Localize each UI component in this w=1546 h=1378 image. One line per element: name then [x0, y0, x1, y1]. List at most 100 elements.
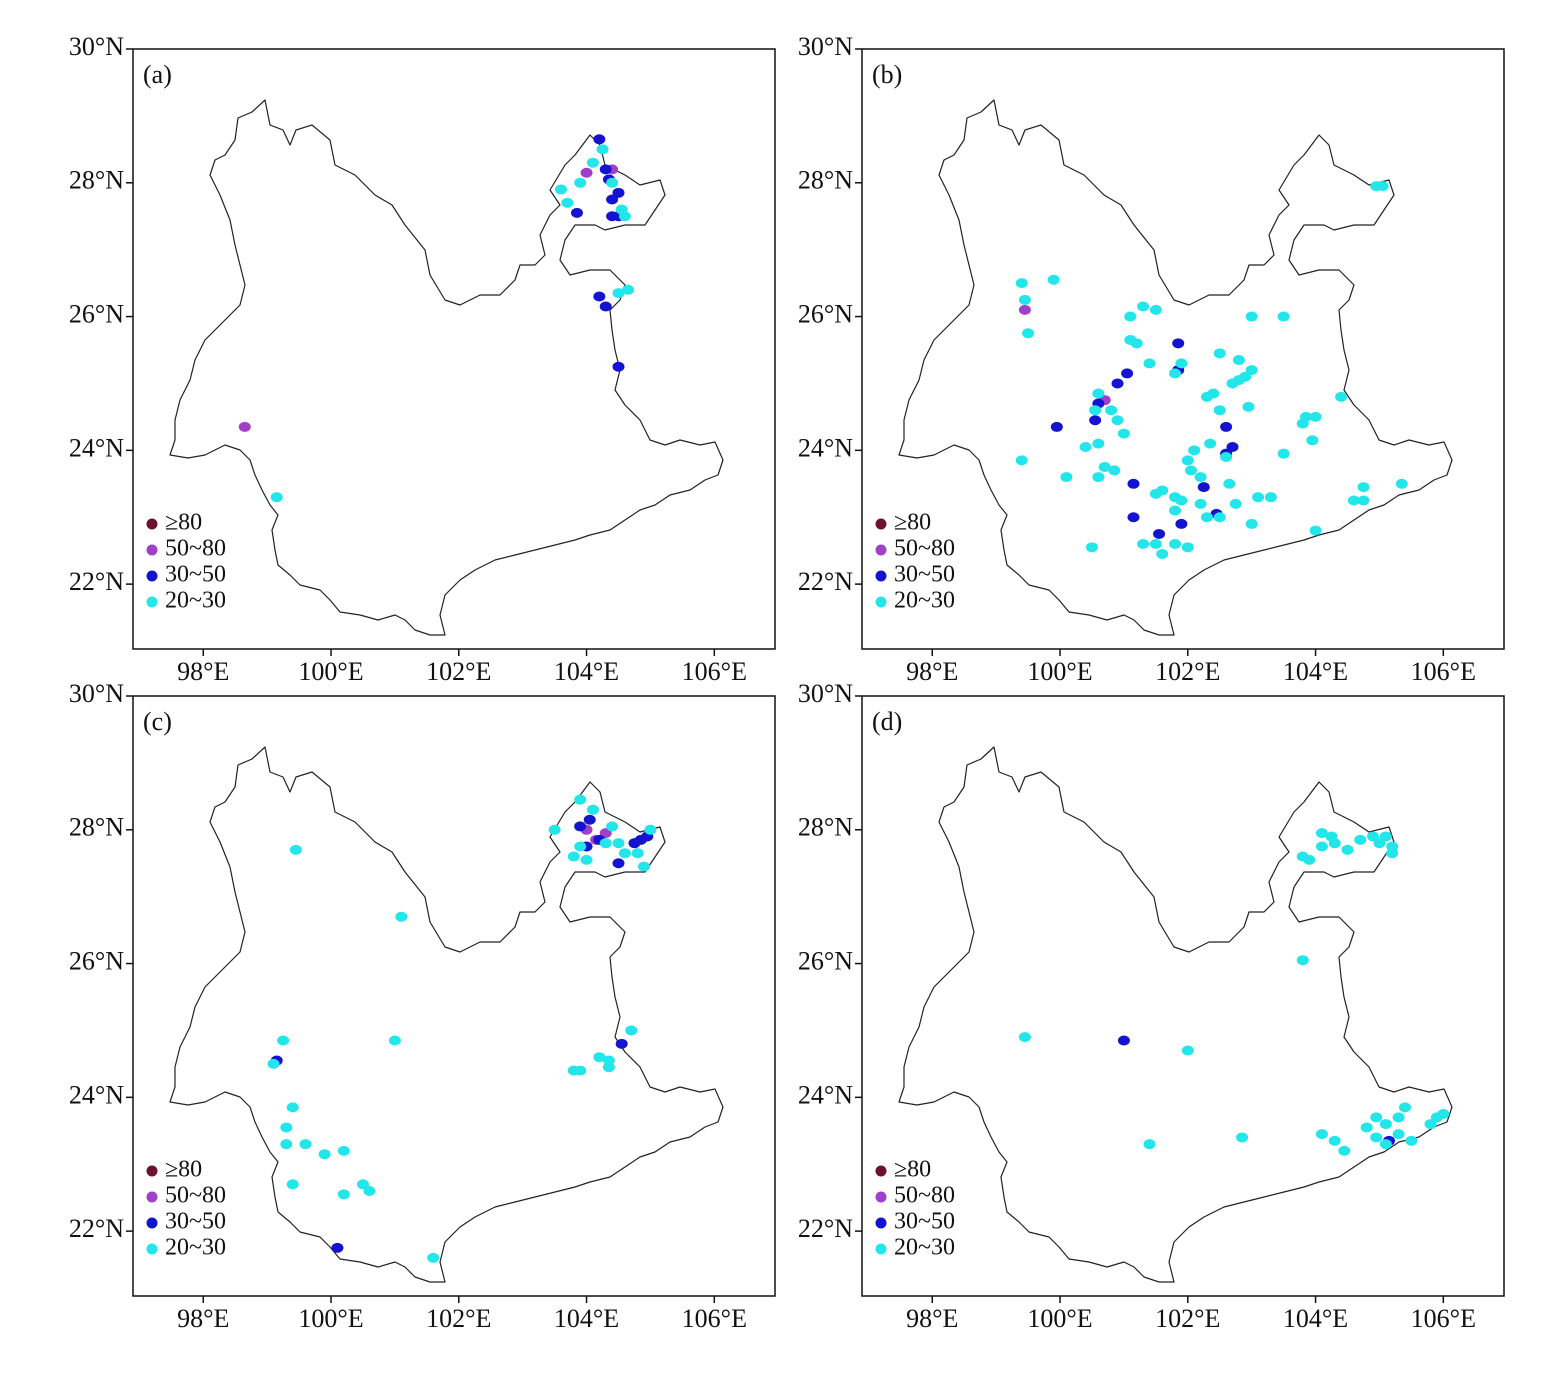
station-point — [1169, 538, 1182, 549]
y-tick-label: 22°N — [798, 567, 853, 596]
station-point — [1060, 472, 1073, 483]
legend-swatch — [875, 544, 887, 556]
station-point — [574, 841, 587, 852]
station-point — [612, 187, 625, 198]
station-point — [1252, 492, 1265, 503]
station-point — [606, 177, 619, 188]
station-point — [1354, 834, 1367, 845]
legend-swatch — [146, 1191, 158, 1203]
legend-swatch — [875, 1217, 887, 1229]
station-point — [1223, 478, 1236, 489]
station-point — [1338, 1145, 1351, 1156]
panel-label: (a) — [143, 60, 172, 89]
province-outline — [169, 99, 724, 636]
station-point — [593, 291, 606, 302]
y-tick-label: 26°N — [69, 300, 124, 329]
station-point — [1175, 518, 1188, 529]
station-point — [599, 301, 612, 312]
y-tick-label: 26°N — [69, 947, 124, 976]
station-point — [1315, 841, 1328, 852]
station-point — [1379, 1119, 1392, 1130]
station-point — [1299, 411, 1312, 422]
station-point — [612, 361, 625, 372]
province-outline — [169, 746, 724, 1283]
station-point — [1181, 542, 1194, 553]
station-point — [1242, 401, 1255, 412]
station-point — [622, 284, 635, 295]
station-point — [1117, 1035, 1130, 1046]
station-point — [1367, 831, 1380, 842]
map-panel: 98°E 100°E 102°E 104°E 106°E 22°N 24°N 26°N 28°N… — [798, 679, 1505, 1333]
station-point — [1309, 411, 1322, 422]
y-tick-label: 22°N — [798, 1214, 853, 1243]
legend-swatch — [146, 544, 158, 556]
station-point — [1347, 495, 1360, 506]
y-tick-label: 28°N — [69, 813, 124, 842]
legend-label: 30~50 — [894, 1209, 955, 1235]
station-point — [612, 838, 625, 849]
station-point — [1360, 1122, 1373, 1133]
station-point — [1392, 1112, 1405, 1123]
station-point — [1232, 355, 1245, 366]
station-point — [280, 1122, 293, 1133]
x-tick-label: 104°E — [1283, 657, 1348, 686]
station-point — [1220, 452, 1233, 463]
legend-label: 50~80 — [894, 536, 955, 562]
x-tick-label: 106°E — [682, 1304, 747, 1333]
station-point — [1156, 485, 1169, 496]
station-point — [580, 854, 593, 865]
station-point — [1022, 328, 1035, 339]
x-tick-label: 102°E — [1155, 1304, 1220, 1333]
station-point — [574, 1065, 587, 1076]
station-point — [299, 1139, 312, 1150]
station-point — [1200, 512, 1213, 523]
station-point — [1213, 348, 1226, 359]
station-point — [1184, 465, 1197, 476]
legend-swatch — [146, 1165, 158, 1177]
legend-swatch — [875, 1243, 887, 1255]
station-point — [356, 1179, 369, 1190]
station-point — [1309, 525, 1322, 536]
station-point — [628, 838, 641, 849]
station-point — [586, 157, 599, 168]
station-point — [1018, 294, 1031, 305]
station-point — [1437, 1109, 1450, 1120]
plot-frame — [861, 695, 1505, 1297]
legend-swatch — [875, 1165, 887, 1177]
station-point — [277, 1035, 290, 1046]
station-point — [318, 1149, 331, 1160]
station-point — [1111, 415, 1124, 426]
legend-swatch — [146, 1243, 158, 1255]
station-point — [612, 858, 625, 869]
station-point — [583, 814, 596, 825]
station-point — [1143, 358, 1156, 369]
station-point — [1315, 828, 1328, 839]
station-point — [1047, 274, 1060, 285]
station-point — [270, 492, 283, 503]
legend-swatch — [146, 518, 158, 530]
station-point — [1156, 549, 1169, 560]
station-point — [286, 1102, 299, 1113]
y-tick-label: 28°N — [798, 166, 853, 195]
station-point — [1175, 495, 1188, 506]
station-point — [1277, 311, 1290, 322]
plot-frame — [861, 48, 1505, 650]
x-tick-label: 100°E — [1027, 657, 1092, 686]
station-point — [1357, 482, 1370, 493]
station-point — [363, 1185, 376, 1196]
station-point — [1181, 1045, 1194, 1056]
station-point — [1181, 455, 1194, 466]
x-tick-label: 104°E — [554, 1304, 619, 1333]
y-tick-label: 30°N — [69, 679, 124, 708]
station-point — [567, 851, 580, 862]
y-tick-label: 24°N — [69, 1080, 124, 1109]
station-point — [561, 197, 574, 208]
station-point — [599, 838, 612, 849]
legend-label: 50~80 — [894, 1183, 955, 1209]
station-point — [606, 194, 619, 205]
station-point — [286, 1179, 299, 1190]
x-tick-label: 106°E — [1411, 1304, 1476, 1333]
x-tick-label: 98°E — [906, 1304, 958, 1333]
x-tick-label: 100°E — [298, 1304, 363, 1333]
station-point — [331, 1242, 344, 1253]
